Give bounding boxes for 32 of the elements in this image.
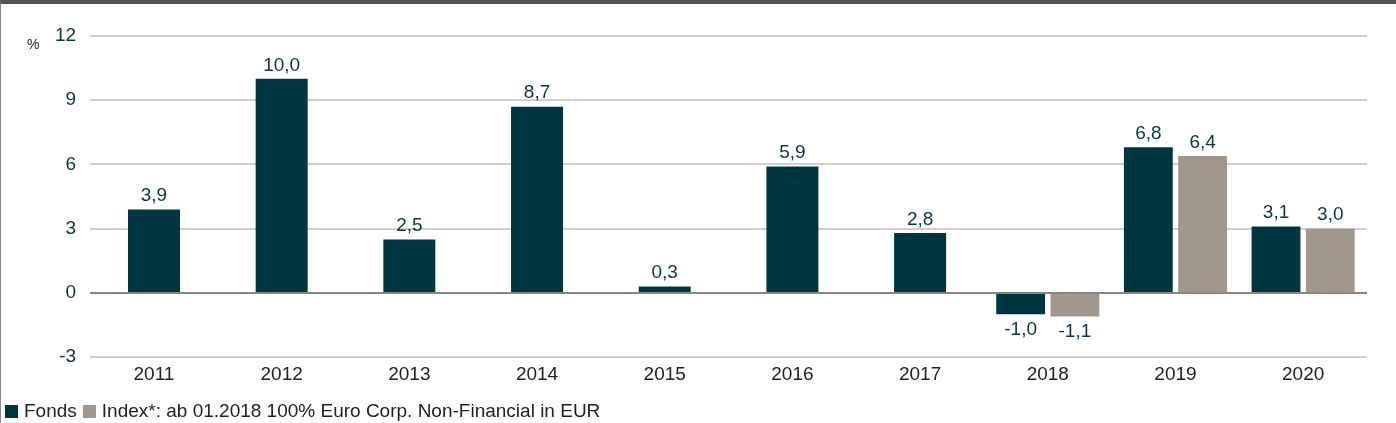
y-axis-title: % bbox=[27, 36, 40, 52]
data-label: 2,5 bbox=[396, 214, 423, 236]
data-label: 6,8 bbox=[1135, 122, 1162, 144]
data-label: 6,4 bbox=[1189, 130, 1217, 152]
data-label: 8,7 bbox=[523, 81, 551, 103]
data-label: 2,8 bbox=[906, 207, 934, 229]
y-tick-label: 3 bbox=[65, 216, 77, 238]
y-tick-label: 9 bbox=[65, 88, 77, 110]
data-label: 10,0 bbox=[263, 53, 301, 75]
x-tick-label: 2015 bbox=[643, 362, 686, 384]
y-tick-label: -3 bbox=[59, 345, 77, 367]
x-tick-label: 2014 bbox=[515, 362, 559, 384]
x-tick-label: 2013 bbox=[388, 362, 431, 384]
y-tick-label: 12 bbox=[54, 24, 77, 46]
legend-label: Index*: ab 01.2018 100% Euro Corp. Non-Financial in EUR bbox=[101, 400, 601, 422]
data-label: -1,0 bbox=[1004, 318, 1038, 340]
data-label: 3,9 bbox=[140, 184, 168, 206]
data-label: -1,1 bbox=[1058, 320, 1092, 342]
x-tick-label: 2016 bbox=[771, 362, 814, 384]
x-tick-label: 2020 bbox=[1282, 362, 1325, 384]
x-tick-label: 2019 bbox=[1154, 362, 1197, 384]
x-tick-label: 2012 bbox=[260, 362, 303, 384]
x-tick-label: 2011 bbox=[133, 362, 175, 384]
data-label: 3,1 bbox=[1262, 201, 1290, 223]
data-label: 3,0 bbox=[1317, 203, 1344, 225]
legend-label: Fonds bbox=[24, 400, 77, 422]
x-tick-label: 2017 bbox=[898, 362, 942, 384]
x-tick-label: 2018 bbox=[1026, 362, 1069, 384]
y-tick-label: 6 bbox=[65, 152, 77, 174]
data-label: 5,9 bbox=[779, 141, 806, 163]
y-tick-label: 0 bbox=[65, 281, 77, 303]
data-label: 0,3 bbox=[651, 261, 678, 283]
